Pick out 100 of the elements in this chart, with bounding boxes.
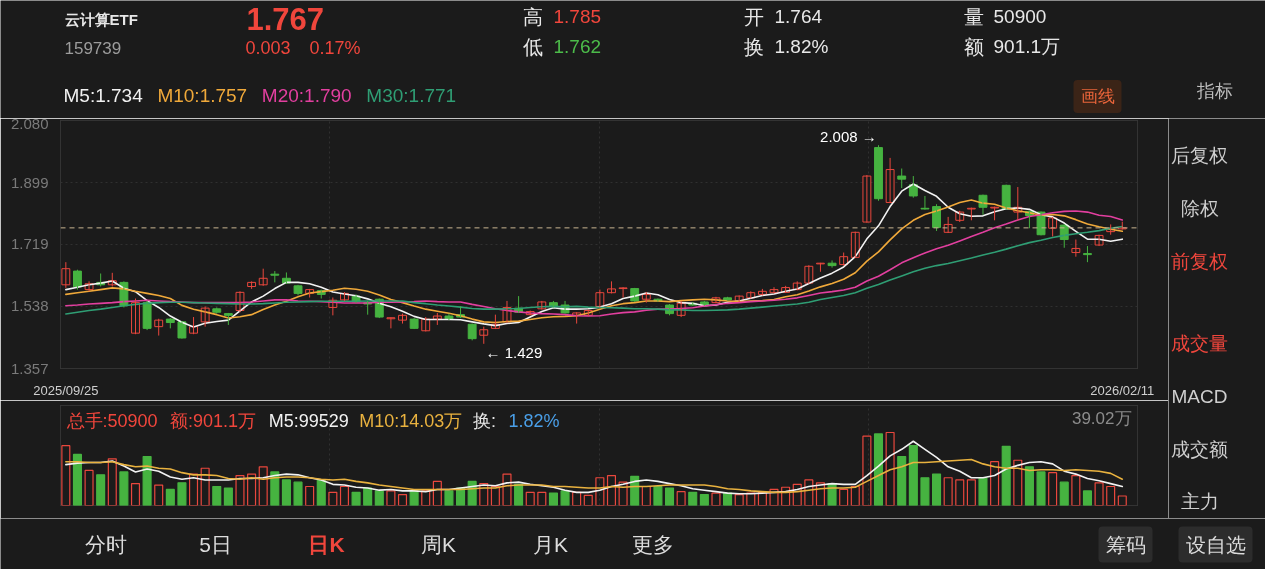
text: 额 [963, 35, 984, 58]
text: 换: [472, 410, 496, 431]
bar [351, 491, 361, 506]
y-tick-label: 1.719 [10, 235, 49, 253]
text: MACD [1171, 386, 1228, 407]
bar [955, 479, 965, 506]
bar [873, 433, 884, 506]
bar [792, 483, 802, 506]
text: 1.82% [508, 410, 560, 431]
bar [305, 485, 315, 506]
bar [1013, 459, 1023, 506]
bar [397, 493, 408, 506]
bar [363, 487, 373, 506]
bar [1082, 490, 1093, 506]
candlestick [607, 280, 616, 294]
candlestick [816, 262, 825, 273]
bar [154, 484, 164, 506]
bar [618, 481, 628, 506]
bar [61, 445, 71, 506]
bar [339, 485, 350, 506]
text: 0.003 [245, 38, 291, 58]
bar [885, 431, 895, 506]
bar [107, 458, 117, 506]
bar [943, 477, 953, 506]
candlestick [874, 144, 883, 202]
text: 成交量 [1171, 333, 1228, 354]
bar [897, 455, 907, 506]
bar [1059, 481, 1069, 506]
bar [688, 491, 698, 506]
bar [653, 485, 663, 506]
bar [177, 482, 187, 506]
bar [432, 480, 442, 506]
bar [548, 492, 558, 506]
text: 1.82% [774, 36, 829, 57]
text: 换 [743, 35, 764, 58]
text: 0.17% [309, 37, 361, 58]
candlestick [223, 312, 233, 326]
bar [374, 490, 384, 506]
bar [119, 471, 129, 506]
bar [537, 491, 547, 506]
text: 159739 [64, 38, 122, 58]
bar [212, 485, 222, 506]
bar [781, 486, 791, 506]
candlestick [479, 326, 489, 345]
text: 日K [308, 533, 345, 556]
bar [862, 435, 872, 506]
bar [1048, 472, 1058, 506]
y-tick-label: 1.357 [10, 359, 49, 377]
candlestick [966, 207, 976, 221]
text: 901.1万 [993, 36, 1061, 57]
bar [606, 474, 617, 506]
bar [316, 479, 326, 506]
y-tick-label: 1.899 [10, 173, 49, 191]
text: 指标 [1195, 80, 1233, 101]
y-tick-label: 2.080 [10, 114, 49, 132]
bar [1117, 495, 1127, 506]
text: 1.785 [553, 6, 602, 27]
bar [676, 491, 686, 506]
candlestick [723, 296, 733, 302]
text: M5:1.734 [63, 85, 144, 106]
bar [908, 445, 918, 506]
text: 主力 [1180, 491, 1219, 512]
text: 开 [743, 5, 764, 28]
text: 除权 [1180, 198, 1219, 219]
candlestick [444, 313, 454, 321]
candlestick [165, 317, 175, 329]
text: 前复权 [1171, 251, 1228, 272]
bar [281, 479, 291, 506]
candlestick [990, 206, 1000, 221]
bar [72, 453, 82, 506]
bar [247, 473, 257, 506]
candlestick [618, 286, 628, 298]
bar [200, 467, 210, 506]
bar [978, 477, 988, 506]
text: M10:14.03万 [359, 410, 463, 431]
bar [1071, 474, 1081, 506]
text: 39.02万 [1071, 409, 1132, 428]
x-tick-label: 2025/09/25 [33, 382, 99, 398]
text: M20:1.790 [261, 85, 352, 106]
bar [502, 473, 512, 506]
bar [130, 483, 141, 506]
bar [734, 493, 744, 506]
bar [165, 488, 175, 506]
bar [444, 490, 454, 506]
bar [142, 455, 152, 506]
text: 月K [533, 533, 569, 556]
text: 额:901.1万 [169, 410, 256, 431]
text: M5:99529 [268, 410, 349, 431]
candlestick [398, 313, 407, 325]
text: 高 [522, 5, 543, 28]
text: 成交额 [1171, 439, 1228, 460]
text: 后复权 [1171, 145, 1228, 166]
bar [595, 477, 605, 506]
annotation: ← 1.429 [485, 344, 543, 362]
y-tick-label: 1.538 [10, 297, 49, 315]
candlestick [641, 291, 651, 304]
bar [931, 473, 942, 506]
text: 1.767 [246, 1, 325, 37]
text: 筹码 [1105, 533, 1146, 556]
candlestick [920, 195, 930, 211]
